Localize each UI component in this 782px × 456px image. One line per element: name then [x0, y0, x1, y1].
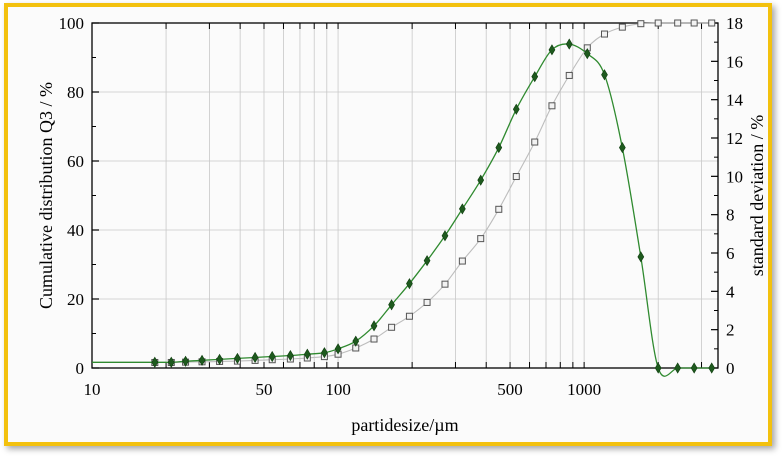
- plot-area: [91, 22, 719, 369]
- deviation-point: [167, 356, 175, 368]
- y2-tick-label: 10: [726, 167, 743, 186]
- deviation-point: [548, 44, 556, 56]
- cumulative-point: [637, 20, 645, 28]
- deviation-point: [477, 174, 485, 186]
- y2-tick-label: 2: [726, 321, 735, 340]
- cumulative-point: [674, 19, 682, 27]
- cumulative-point: [441, 280, 449, 288]
- deviation-point: [690, 362, 698, 374]
- deviation-point: [268, 350, 276, 363]
- cumulative-point: [458, 257, 466, 265]
- cumulative-line: [92, 22, 712, 364]
- x-tick-label: 1000: [567, 380, 601, 399]
- x-tick-label: 10: [84, 380, 101, 399]
- grid: [92, 23, 718, 368]
- y2-tick-label: 16: [726, 52, 743, 71]
- deviation-line: [91, 43, 712, 377]
- cumulative-point: [654, 19, 662, 27]
- deviation-point: [287, 349, 294, 362]
- y2-tick-label: 12: [726, 129, 743, 148]
- deviation-point: [459, 203, 466, 215]
- y-tick-label: 60: [67, 152, 84, 171]
- deviation-point: [151, 356, 159, 368]
- deviation-point: [601, 69, 608, 81]
- cumulative-point: [405, 312, 413, 320]
- deviation-point: [334, 343, 342, 355]
- y2-tick-label: 0: [726, 359, 735, 378]
- deviation-point: [654, 362, 662, 374]
- cumulative-point: [423, 298, 431, 306]
- y2-tick-label: 8: [726, 206, 735, 225]
- y2-tick-label: 14: [726, 91, 744, 110]
- deviation-point: [637, 251, 645, 263]
- y-tick-label: 80: [67, 83, 84, 102]
- cumulative-point: [690, 19, 698, 27]
- y-tick-label: 0: [76, 359, 85, 378]
- cumulative-point: [495, 205, 503, 213]
- deviation-point: [303, 348, 311, 360]
- cumulative-point: [548, 102, 556, 110]
- deviation-point: [674, 362, 682, 374]
- cumulative-point: [565, 71, 573, 79]
- y2-axis-title: standard deviation / %: [747, 115, 767, 276]
- cumulative-point: [477, 235, 485, 243]
- x-tick-label: 50: [255, 380, 272, 399]
- deviation-point: [251, 351, 259, 364]
- deviation-point: [216, 353, 223, 365]
- cumulative-point: [388, 323, 396, 331]
- y2-tick-label: 6: [726, 244, 735, 263]
- deviation-point: [531, 71, 539, 83]
- x-tick-label: 500: [497, 380, 523, 399]
- deviation-point: [352, 335, 360, 347]
- deviation-point: [198, 354, 206, 366]
- deviation-point: [370, 320, 378, 332]
- y2-tick-label: 18: [726, 14, 743, 33]
- deviation-point: [234, 352, 241, 365]
- deviation-point: [583, 48, 591, 60]
- y2-tick-label: 4: [726, 282, 735, 301]
- y-axis-title: Cumulative distribution Q3 / %: [36, 82, 56, 309]
- deviation-point: [423, 255, 431, 267]
- deviation-point: [708, 362, 716, 374]
- cumulative-point: [512, 173, 520, 181]
- deviation-point: [321, 347, 328, 359]
- deviation-point: [388, 299, 395, 311]
- cumulative-point: [708, 19, 716, 27]
- x-axis-title: partidesize/µm: [351, 415, 458, 435]
- cumulative-point: [370, 335, 378, 343]
- x-tick-label: 100: [325, 380, 351, 399]
- cumulative-point: [618, 23, 626, 31]
- chart-frame: 0 20 40 60 80 100 0 2 4 6 8 10 12 14 16 18 10 50 100 500 100…: [4, 3, 772, 446]
- deviation-point: [441, 230, 449, 242]
- y-tick-label: 100: [59, 14, 85, 33]
- deviation-point: [406, 278, 413, 290]
- y-tick-label: 20: [67, 290, 84, 309]
- deviation-point: [182, 355, 189, 367]
- cumulative-point: [600, 30, 608, 38]
- cumulative-point: [531, 138, 539, 146]
- series: [91, 19, 716, 377]
- deviation-point: [565, 38, 573, 50]
- y-tick-label: 40: [67, 221, 84, 240]
- deviation-point: [495, 141, 503, 154]
- deviation-point: [618, 141, 626, 154]
- deviation-point: [512, 103, 520, 115]
